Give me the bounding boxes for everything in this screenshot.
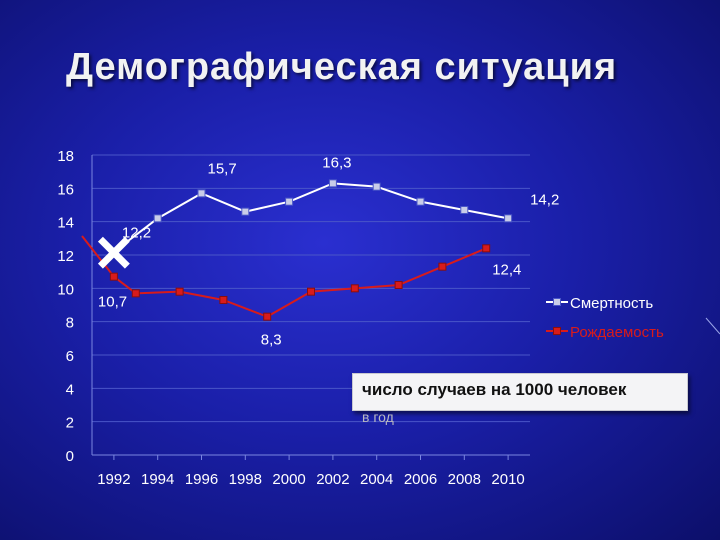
data-label: 16,3 [322,154,351,171]
data-label: 14,2 [530,191,559,208]
y-tick-label: 14 [57,215,74,232]
data-point-marker [438,262,447,271]
x-tick-label: 2010 [491,471,524,488]
legend-swatch-marker [553,298,561,306]
y-tick-label: 8 [66,315,74,332]
data-label: 12,4 [492,261,521,278]
data-point-marker [241,207,250,216]
y-tick-label: 12 [57,248,74,265]
x-tick-label: 1996 [185,471,218,488]
units-note-subtext: в год [362,409,394,425]
x-tick-label: 1992 [97,471,130,488]
y-tick-label: 4 [66,381,74,398]
data-point-marker [482,244,491,253]
y-tick-label: 10 [57,281,74,298]
y-tick-label: 6 [66,348,74,365]
units-note-box [352,373,688,411]
y-tick-label: 2 [66,415,74,432]
y-tick-label: 16 [57,181,74,198]
y-tick-label: 0 [66,448,74,465]
series-line [113,182,509,253]
x-tick-label: 1994 [141,471,174,488]
data-point-marker [350,284,359,293]
series-line [113,247,487,318]
data-point-marker [131,289,140,298]
data-point-marker [153,214,162,223]
x-tick-label: 2002 [316,471,349,488]
y-tick-label: 18 [57,148,74,165]
decorative-stroke [705,317,720,335]
data-point-marker [263,312,272,321]
slide-title: Демографическая ситуация [66,46,618,88]
data-point-marker [394,281,403,289]
data-point-marker [109,272,118,281]
series-stub-line [81,235,115,278]
legend-label: Смертность [570,295,653,312]
data-point-marker [219,296,228,304]
data-point-marker [416,197,425,206]
close-icon [97,236,130,269]
x-tick-label: 2006 [404,471,437,488]
data-point-marker [328,179,337,188]
data-label: 15,7 [208,160,237,177]
data-point-marker [372,182,381,191]
data-label: 10,7 [98,294,127,311]
legend-swatch-marker [553,327,561,335]
units-note-text: число случаев на 1000 человек [362,380,627,399]
x-tick-label: 2008 [448,471,481,488]
data-point-marker [197,189,206,198]
data-point-marker [504,214,513,223]
data-point-marker [460,206,469,214]
data-label: 12,2 [122,225,151,242]
data-point-marker [307,287,315,296]
data-point-marker [285,197,294,206]
data-point-marker [175,287,184,296]
legend-label: Рождаемость [570,324,664,341]
x-tick-label: 2000 [272,471,305,488]
x-tick-label: 2004 [360,471,393,488]
x-tick-label: 1998 [229,471,262,488]
data-label: 8,3 [261,332,282,349]
